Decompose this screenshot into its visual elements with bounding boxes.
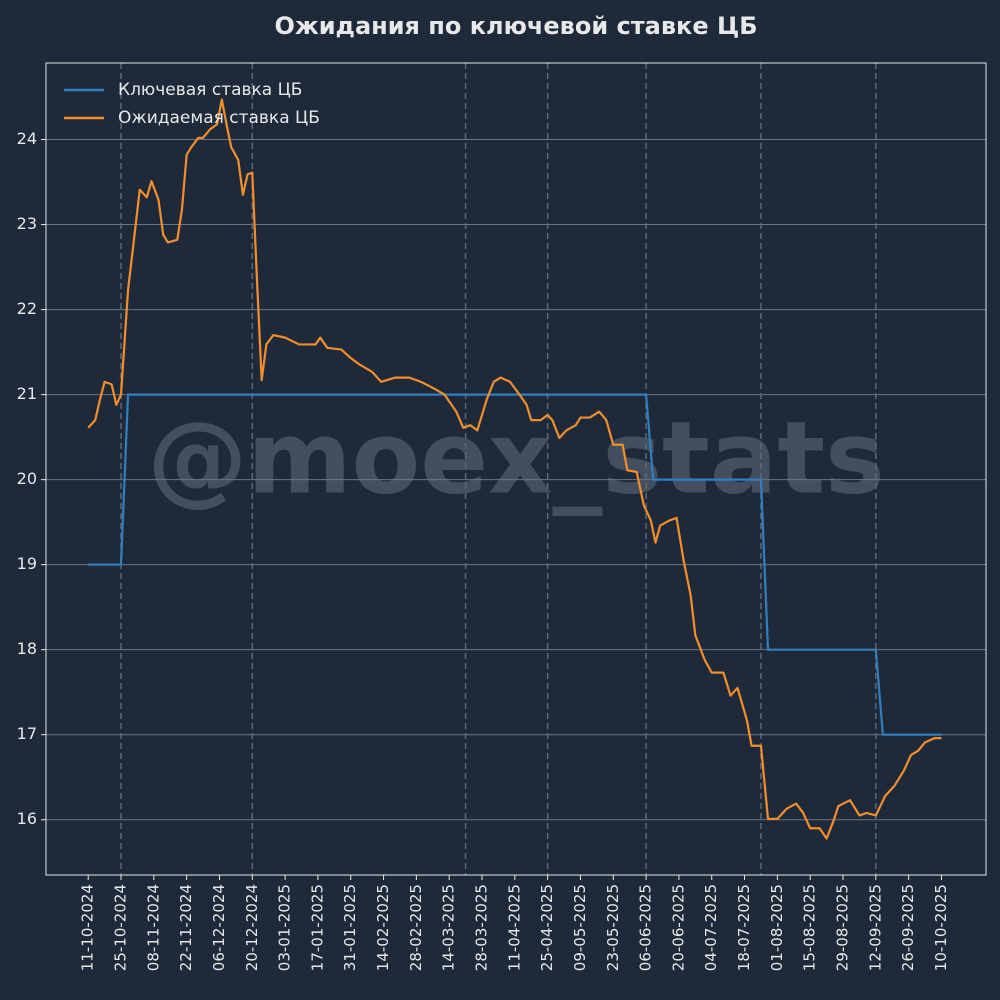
x-tick-label: 20-06-2025 — [669, 884, 687, 971]
x-tick-label: 14-02-2025 — [374, 884, 392, 971]
x-tick-label: 29-08-2025 — [834, 884, 852, 971]
x-tick-label: 23-05-2025 — [604, 884, 622, 971]
x-tick-label: 17-01-2025 — [308, 884, 326, 971]
legend-label: Ожидаемая ставка ЦБ — [118, 108, 320, 128]
x-tick-label: 25-04-2025 — [538, 884, 556, 971]
series-line — [88, 393, 942, 736]
y-tick-label: 16 — [17, 809, 37, 828]
watermark: @moex_stats — [147, 399, 884, 516]
legend-label: Ключевая ставка ЦБ — [118, 80, 302, 100]
y-tick-label: 20 — [17, 469, 37, 488]
x-tick-label: 26-09-2025 — [899, 884, 917, 971]
x-tick-label: 22-11-2024 — [177, 884, 195, 971]
x-tick-label: 31-01-2025 — [341, 884, 359, 971]
x-tick-label: 28-02-2025 — [407, 884, 425, 971]
x-tick-label: 11-04-2025 — [505, 884, 523, 971]
plot-frame — [45, 62, 987, 876]
x-tick-label: 25-10-2024 — [112, 884, 130, 971]
y-tick-label: 24 — [17, 129, 37, 148]
x-tick-label: 18-07-2025 — [735, 884, 753, 971]
x-tick-label: 03-01-2025 — [276, 884, 294, 971]
x-tick-label: 09-05-2025 — [571, 884, 589, 971]
y-tick-label: 18 — [17, 639, 37, 658]
x-tick-label: 04-07-2025 — [702, 884, 720, 971]
x-tick-label: 01-08-2025 — [768, 884, 786, 971]
x-tick-label: 28-03-2025 — [473, 884, 491, 971]
x-tick-label: 08-11-2024 — [144, 884, 162, 971]
y-tick-label: 23 — [17, 214, 37, 233]
x-tick-label: 15-08-2025 — [801, 884, 819, 971]
x-tick-label: 10-10-2025 — [932, 884, 950, 971]
y-tick-label: 22 — [17, 299, 37, 318]
series-line — [87, 98, 942, 840]
chart-title: Ожидания по ключевой ставке ЦБ — [274, 12, 757, 40]
x-tick-label: 20-12-2024 — [243, 884, 261, 971]
y-tick-label: 17 — [17, 724, 37, 743]
x-tick-label: 06-06-2025 — [637, 884, 655, 971]
x-tick-label: 14-03-2025 — [440, 884, 458, 971]
y-tick-label: 21 — [17, 384, 37, 403]
x-tick-label: 11-10-2024 — [79, 884, 97, 971]
x-tick-label: 12-09-2025 — [866, 884, 884, 971]
y-tick-label: 19 — [17, 554, 37, 573]
x-tick-label: 06-12-2024 — [210, 884, 228, 971]
